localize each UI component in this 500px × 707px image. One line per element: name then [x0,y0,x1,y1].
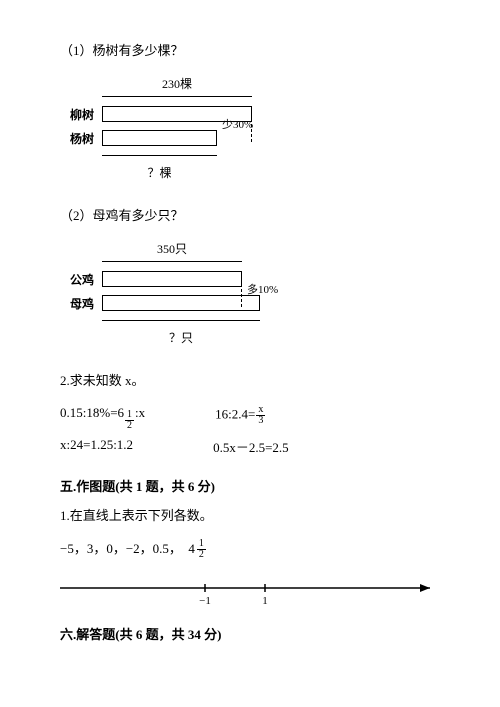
section6-title: 六.解答题(共 6 题，共 34 分) [60,624,440,643]
question-3: 2.求未知数 x。 0.15:18%=612:x 16:2.4=x3 x:24=… [60,370,440,456]
equation-1: 0.15:18%=612:x [60,405,145,431]
number-line-svg: −1 1 [60,578,440,608]
equation-2: 16:2.4=x3 [215,405,266,431]
section-6: 六.解答题(共 6 题，共 34 分) [60,624,440,643]
q1-row2-label: 杨树 [70,130,102,147]
eq-row-1: 0.15:18%=612:x 16:2.4=x3 [60,405,440,431]
q1-diagram: 230棵 柳树 杨树 少30% ？棵 [70,75,440,181]
q1-bottom-label: ？棵 [102,164,217,181]
q2-bar2 [102,295,260,311]
equation-3: x:24=1.25:1.2 [60,437,133,456]
eq-row-2: x:24=1.25:1.2 0.5x－2.5=2.5 [60,437,440,456]
equation-4: 0.5x－2.5=2.5 [213,437,289,456]
q2-side-label: 多10% [247,281,278,297]
brace-icon [102,315,260,325]
tick-neg1-label: −1 [199,595,211,607]
section5-q1: 1.在直线上表示下列各数。 [60,505,440,524]
q2-row2-label: 母鸡 [70,295,102,312]
brace-icon [102,92,252,102]
q3-text: 2.求未知数 x。 [60,370,440,389]
tick-pos1-label: 1 [262,595,268,607]
q2-text: （2）母鸡有多少只？ [60,205,440,224]
dash-icon [241,279,242,307]
q1-row1-label: 柳树 [70,106,102,123]
q1-side-label: 少30% [222,116,253,132]
brace-icon [102,150,217,160]
q2-bottom-label: ？只 [102,329,260,346]
q1-bar2 [102,130,217,146]
number-line: −1 1 [60,578,440,608]
section5-title: 五.作图题(共 1 题，共 6 分) [60,476,440,495]
q2-top-label: 350只 [102,240,242,257]
q2-row-mu: 母鸡 多10% [70,291,440,315]
q2-diagram: 350只 公鸡 母鸡 多10% ？只 [70,240,440,346]
q1-text: （1）杨树有多少棵？ [60,40,440,59]
q1-row-yang: 杨树 少30% [70,126,440,150]
section-5: 五.作图题(共 1 题，共 6 分) 1.在直线上表示下列各数。 −5，3，0，… [60,476,440,608]
question-1: （1）杨树有多少棵？ 230棵 柳树 杨树 少30% ？棵 [60,40,440,181]
brace-icon [102,257,242,267]
q2-row1-label: 公鸡 [70,271,102,288]
values-list: −5，3，0，−2，0.5， 412 [60,538,440,560]
question-2: （2）母鸡有多少只？ 350只 公鸡 母鸡 多10% ？只 [60,205,440,346]
q2-bar1 [102,271,242,287]
q1-row-liu: 柳树 [70,102,440,126]
q1-top-label: 230棵 [102,75,252,92]
